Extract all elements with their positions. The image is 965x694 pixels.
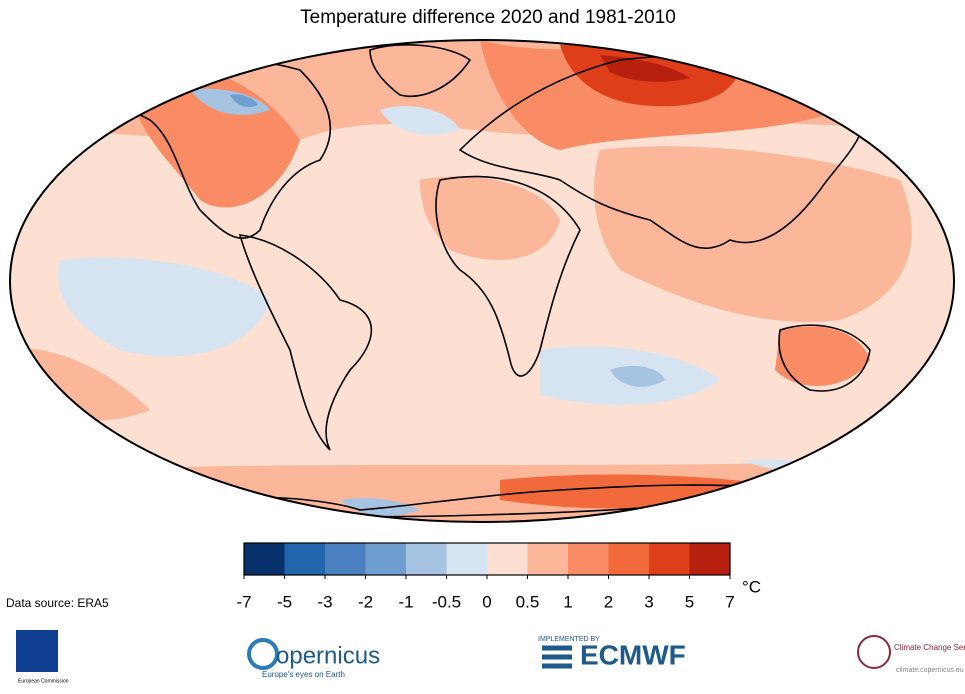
colorbar-cell bbox=[568, 543, 609, 575]
colorbar-cell bbox=[689, 543, 730, 575]
copernicus-logo: opernicus bbox=[276, 642, 380, 669]
colorbar-cell bbox=[406, 543, 447, 575]
colorbar-cell bbox=[649, 543, 690, 575]
map bbox=[10, 40, 954, 522]
colorbar-tick-label: 1 bbox=[563, 592, 572, 611]
colorbar-tick-label: -1 bbox=[398, 592, 413, 611]
map-border bbox=[9, 39, 955, 523]
ecmwf-logo: ECMWF bbox=[580, 639, 686, 670]
colorbar-tick-label: 0 bbox=[482, 592, 491, 611]
colorbar-tick-label: 5 bbox=[685, 592, 694, 611]
colorbar-tick-label: -7 bbox=[236, 592, 251, 611]
colorbar-tick-label: -3 bbox=[317, 592, 332, 611]
copernicus-tagline: Europe's eyes on Earth bbox=[262, 670, 345, 679]
colorbar-cell bbox=[527, 543, 568, 575]
colorbar-tick-label: 2 bbox=[604, 592, 613, 611]
colorbar-cell bbox=[244, 543, 285, 575]
data-source: Data source: ERA5 bbox=[6, 596, 109, 610]
colorbar-tick-label: -2 bbox=[358, 592, 373, 611]
colorbar-cell bbox=[365, 543, 406, 575]
colorbar-cell bbox=[325, 543, 366, 575]
ecmwf-pre: IMPLEMENTED BY bbox=[538, 636, 600, 643]
colorbar-cell bbox=[284, 543, 325, 575]
colorbar-cell bbox=[608, 543, 649, 575]
colorbar-tick-label: 0.5 bbox=[516, 592, 540, 611]
colorbar-tick-label: -5 bbox=[277, 592, 292, 611]
colorbar-cell bbox=[446, 543, 487, 575]
colorbar-tick-label: 7 bbox=[725, 592, 734, 611]
logos: European Commission opernicus Europe's e… bbox=[16, 630, 965, 684]
colorbar-unit: °C bbox=[742, 577, 761, 596]
ec-logo: European Commission bbox=[18, 678, 69, 684]
colorbar-tick-label: 3 bbox=[644, 592, 653, 611]
colorbar: -7 -5 -3 -2 -1 -0.5 0 0.5 1 2 3 5 7 °C bbox=[236, 542, 761, 611]
colorbar-cell bbox=[487, 543, 528, 575]
colorbar-tick-label: -0.5 bbox=[432, 592, 461, 611]
c3s-url: climate.copernicus.eu bbox=[896, 667, 964, 674]
c3s-logo: Climate Change Service bbox=[894, 643, 965, 652]
title: Temperature difference 2020 and 1981-201… bbox=[300, 7, 676, 28]
